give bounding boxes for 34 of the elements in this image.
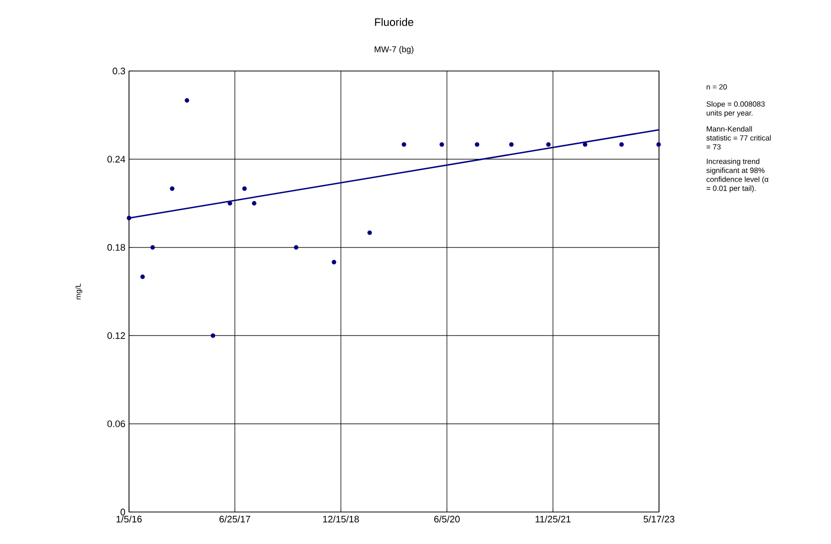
point xyxy=(170,186,174,191)
point xyxy=(126,216,132,220)
chart-title: Fluoride xyxy=(375,18,414,26)
point xyxy=(150,245,155,250)
y-tick-label: 0.24 xyxy=(107,156,126,163)
point xyxy=(619,142,624,147)
point xyxy=(228,201,232,206)
y-tick-label: 0.18 xyxy=(107,244,126,251)
point xyxy=(367,230,372,235)
x-tick-label: 5/17/23 xyxy=(644,516,674,522)
y-tick-label: 0.3 xyxy=(112,68,126,74)
point xyxy=(582,142,588,147)
point xyxy=(332,260,336,264)
point xyxy=(509,142,514,147)
x-tick-label: 6/5/20 xyxy=(434,516,460,522)
point xyxy=(140,274,145,280)
x-tick-label: 6/25/17 xyxy=(220,516,250,522)
x-tick-label: 12/15/18 xyxy=(323,516,359,522)
y-tick-label: 0 xyxy=(120,508,126,516)
chart-subtitle: MW-7 (bg) xyxy=(374,46,414,54)
point xyxy=(294,245,298,250)
y-tick-label: 0.06 xyxy=(107,420,126,428)
y-tick-label: 0.12 xyxy=(107,332,126,339)
x-tick-label: 11/25/21 xyxy=(536,516,571,522)
point xyxy=(656,142,661,147)
point xyxy=(242,186,247,191)
x-tick-label: 1/5/16 xyxy=(116,516,142,522)
point xyxy=(402,142,406,147)
point xyxy=(474,142,480,147)
point xyxy=(184,98,190,103)
point xyxy=(546,142,551,147)
point xyxy=(210,333,216,338)
point xyxy=(440,142,444,147)
point xyxy=(252,201,256,206)
